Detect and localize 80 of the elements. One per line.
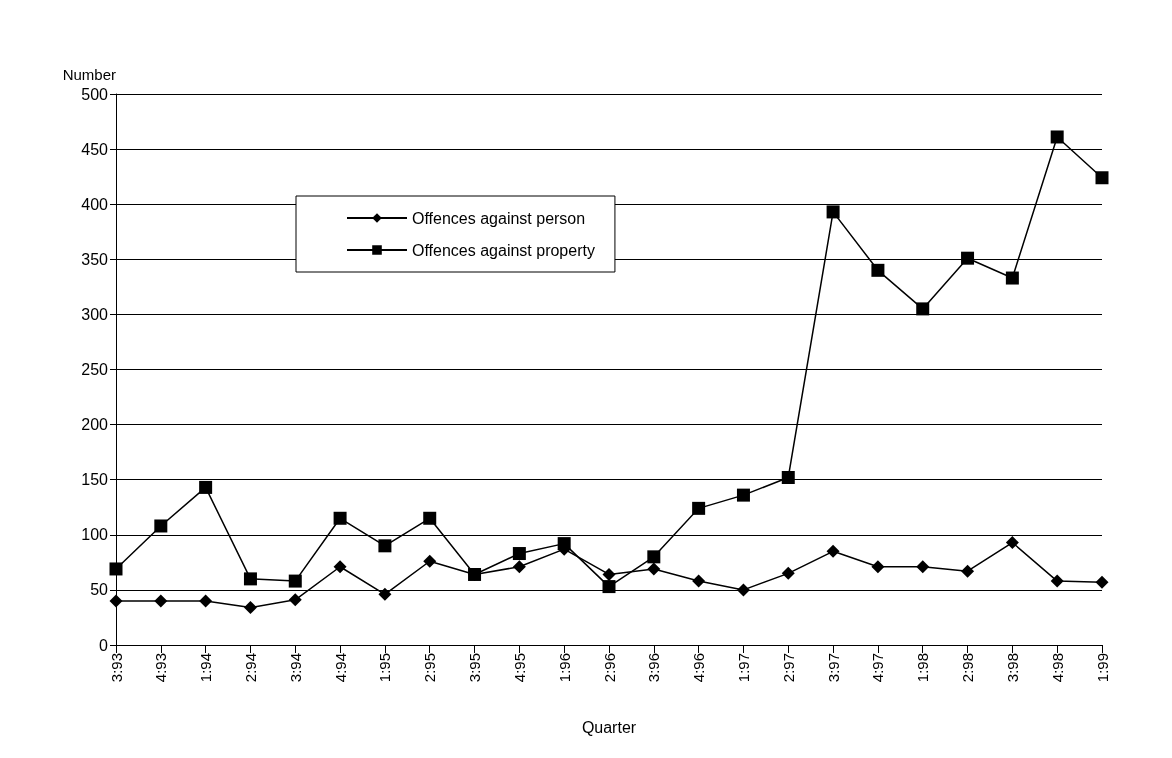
point [199,480,213,494]
point [288,593,302,607]
x-tick-label: 2:98 [959,653,977,683]
legend-label: Offences against person [412,209,586,227]
point [1095,575,1109,589]
x-tick-label: 3:95 [466,653,484,683]
point [378,587,392,601]
x-tick-label: 4:98 [1048,653,1066,683]
point [781,471,795,484]
point [199,594,213,608]
point [288,574,302,588]
point [512,547,526,561]
legend-label: Offences against property [412,241,595,259]
x-axis-title: Quarter [581,718,637,736]
y-tick-label: 450 [81,140,109,158]
x-tick-label: 4:94 [331,653,349,683]
point [871,560,885,574]
x-tick-label: 4:96 [690,653,708,683]
point [647,562,661,576]
point [961,564,975,578]
x-tick-label: 3:94 [286,653,304,683]
x-tick-label: 1:97 [734,653,752,683]
x-tick-label: 3:93 [107,653,125,683]
point [736,583,750,597]
y-tick-label: 0 [99,636,109,654]
point [692,501,706,515]
point [423,554,437,568]
x-tick-label: 4:93 [152,653,170,683]
y-tick-label: 400 [81,195,109,213]
point [243,572,257,586]
x-tick-label: 1:99 [1093,653,1111,683]
point [378,539,392,553]
point [1005,536,1019,550]
y-tick-label: 100 [81,526,109,544]
x-tick-label: 1:98 [914,653,932,683]
y-tick-label: 150 [81,471,109,489]
point [109,594,123,608]
x-tick-label: 4:95 [510,653,528,683]
point [1005,271,1019,285]
point [871,263,885,277]
x-tick-label: 1:95 [376,653,394,683]
point [154,519,168,533]
y-tick-label: 50 [90,581,109,599]
x-tick-label: 2:97 [779,653,797,683]
point [333,560,347,574]
point [602,567,616,581]
point [1050,574,1064,588]
point [781,566,795,580]
point [1050,130,1064,144]
x-tick-label: 1:96 [555,653,573,683]
y-tick-label: 200 [81,416,109,434]
y-axis-title: Number [62,66,116,83]
point [512,560,526,574]
y-tick-label: 500 [81,85,109,103]
x-tick-label: 3:98 [1003,653,1021,683]
x-tick-label: 1:94 [197,653,215,683]
point [961,251,975,265]
x-tick-label: 2:94 [241,653,259,683]
y-tick-label: 350 [81,250,109,268]
x-tick-label: 2:95 [421,653,439,683]
x-tick-label: 4:97 [869,653,887,683]
x-tick-label: 3:97 [824,653,842,683]
point [826,205,840,219]
point [333,511,347,525]
point [647,550,661,564]
point [916,302,930,316]
point [423,511,437,525]
point [602,580,616,594]
y-tick-label: 300 [81,305,109,323]
point [1095,171,1109,185]
point [826,544,840,558]
point [243,601,257,615]
point [916,560,930,574]
point [736,488,750,502]
x-tick-label: 2:96 [600,653,618,683]
point [154,594,168,608]
x-tick-label: 3:96 [645,653,663,683]
point [109,562,123,576]
y-tick-label: 250 [81,361,109,378]
point [692,574,706,588]
